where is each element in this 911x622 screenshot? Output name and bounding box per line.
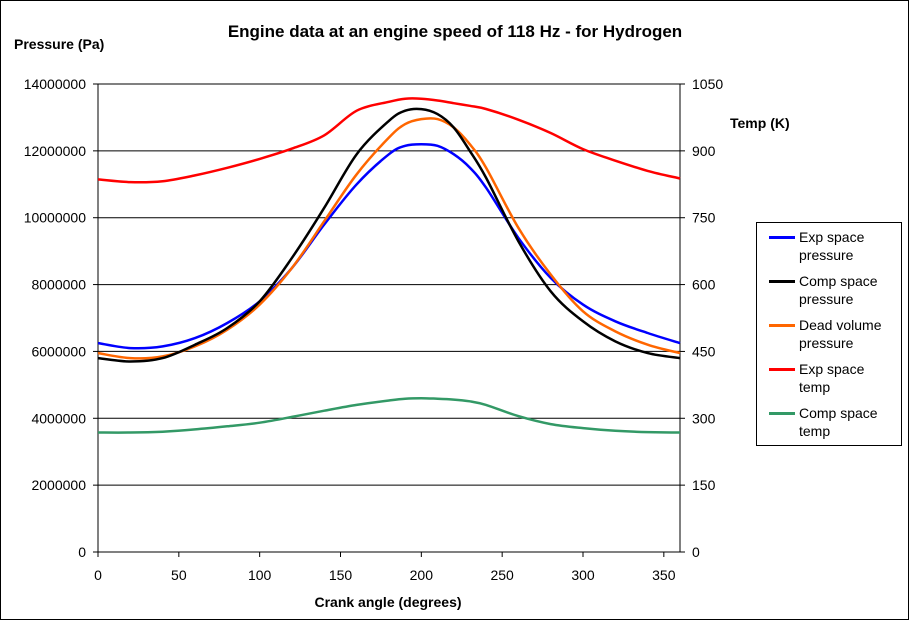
legend-item: Exp space temp bbox=[757, 357, 903, 401]
x-tick-label: 50 bbox=[171, 567, 187, 583]
legend-label: Exp space temp bbox=[799, 361, 865, 395]
legend-label: Exp space pressure bbox=[799, 229, 865, 263]
legend-item: Comp space pressure bbox=[757, 269, 903, 313]
y-axis-title: Pressure (Pa) bbox=[14, 36, 105, 52]
legend-item: Comp space temp bbox=[757, 401, 903, 445]
y-tick-label: 10000000 bbox=[24, 210, 87, 226]
y-tick-label: 12000000 bbox=[24, 143, 87, 159]
series-line bbox=[97, 97, 681, 184]
x-tick-label: 100 bbox=[248, 567, 272, 583]
legend-label: Comp space pressure bbox=[799, 273, 878, 307]
series-line bbox=[97, 396, 681, 434]
y2-tick-label: 150 bbox=[692, 477, 716, 493]
series-line bbox=[97, 117, 681, 360]
x-tick-label: 350 bbox=[652, 567, 676, 583]
x-tick-label: 300 bbox=[571, 567, 595, 583]
y2-tick-label: 600 bbox=[692, 277, 716, 293]
y2-tick-label: 750 bbox=[692, 210, 716, 226]
x-tick-label: 200 bbox=[410, 567, 434, 583]
x-tick-label: 0 bbox=[94, 567, 102, 583]
y2-tick-label: 900 bbox=[692, 143, 716, 159]
y-tick-label: 6000000 bbox=[31, 343, 86, 359]
y-tick-label: 0 bbox=[78, 544, 86, 560]
series-line bbox=[97, 107, 681, 363]
y-tick-label: 2000000 bbox=[31, 477, 86, 493]
legend-swatch bbox=[769, 280, 795, 283]
y2-axis-title: Temp (K) bbox=[730, 115, 790, 131]
legend-swatch bbox=[769, 368, 795, 371]
y-tick-label: 14000000 bbox=[24, 76, 87, 92]
y-tick-label: 4000000 bbox=[31, 410, 86, 426]
legend-swatch bbox=[769, 412, 795, 415]
y2-tick-label: 300 bbox=[692, 410, 716, 426]
x-axis-title: Crank angle (degrees) bbox=[314, 594, 462, 610]
legend-item: Dead volume pressure bbox=[757, 313, 903, 357]
x-tick-label: 150 bbox=[329, 567, 353, 583]
y2-tick-label: 1050 bbox=[692, 76, 723, 92]
y2-tick-label: 0 bbox=[692, 544, 700, 560]
legend-label: Dead volume pressure bbox=[799, 317, 882, 351]
legend-swatch bbox=[769, 324, 795, 327]
y-tick-label: 8000000 bbox=[31, 277, 86, 293]
legend-swatch bbox=[769, 236, 795, 239]
chart-title: Engine data at an engine speed of 118 Hz… bbox=[227, 22, 683, 41]
legend-item: Exp space pressure bbox=[757, 225, 903, 269]
x-tick-label: 250 bbox=[490, 567, 514, 583]
legend-label: Comp space temp bbox=[799, 405, 878, 439]
y2-tick-label: 450 bbox=[692, 343, 716, 359]
legend: Exp space pressure Comp space pressure D… bbox=[756, 222, 902, 446]
